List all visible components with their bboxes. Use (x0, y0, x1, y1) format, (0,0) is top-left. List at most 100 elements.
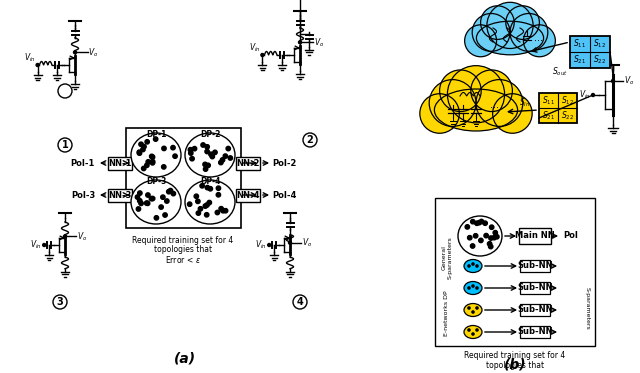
FancyBboxPatch shape (520, 282, 550, 294)
Text: $S_{12}$: $S_{12}$ (561, 94, 574, 107)
Text: Required training set for 4: Required training set for 4 (465, 351, 566, 360)
Ellipse shape (506, 6, 540, 40)
Text: S-parameters: S-parameters (584, 286, 589, 329)
Circle shape (468, 235, 472, 240)
Text: $V_{in}$: $V_{in}$ (255, 239, 268, 251)
Text: Sub-NN: Sub-NN (517, 283, 553, 292)
Circle shape (204, 167, 208, 171)
Circle shape (145, 201, 150, 206)
Circle shape (484, 233, 488, 238)
Ellipse shape (464, 282, 482, 295)
Text: $S_{12}$: $S_{12}$ (593, 38, 607, 50)
Circle shape (205, 185, 210, 190)
Text: $S_{22}$: $S_{22}$ (593, 54, 607, 66)
Text: $V_o$: $V_o$ (77, 230, 87, 243)
Circle shape (171, 145, 175, 150)
Text: 3: 3 (56, 297, 63, 307)
Text: Main NN: Main NN (515, 232, 555, 241)
Circle shape (200, 184, 204, 188)
FancyBboxPatch shape (520, 326, 550, 338)
Text: DP-4: DP-4 (200, 177, 220, 186)
Circle shape (465, 225, 470, 229)
Text: 1: 1 (61, 140, 68, 150)
Circle shape (189, 151, 193, 155)
Ellipse shape (471, 70, 513, 112)
Circle shape (171, 191, 175, 196)
Text: E-networks DP: E-networks DP (445, 290, 449, 336)
Ellipse shape (472, 13, 510, 51)
FancyBboxPatch shape (125, 128, 241, 228)
Circle shape (142, 144, 146, 149)
Text: $V_o$: $V_o$ (301, 236, 312, 249)
Text: DP-2: DP-2 (200, 130, 220, 139)
Circle shape (220, 158, 225, 162)
Text: $S_{21}$: $S_{21}$ (573, 54, 586, 66)
Text: $V_{in}$: $V_{in}$ (249, 41, 260, 54)
Circle shape (489, 236, 493, 240)
Circle shape (196, 199, 200, 204)
Circle shape (150, 155, 155, 159)
Circle shape (163, 213, 167, 217)
Circle shape (138, 191, 142, 195)
Circle shape (261, 53, 264, 56)
Text: (b): (b) (504, 358, 526, 372)
Circle shape (205, 213, 209, 217)
Circle shape (150, 196, 155, 201)
Circle shape (201, 143, 205, 147)
FancyBboxPatch shape (520, 304, 550, 316)
Text: General
S-parameters: General S-parameters (442, 236, 452, 279)
Ellipse shape (131, 133, 181, 177)
Circle shape (470, 244, 475, 248)
Circle shape (467, 286, 471, 290)
Circle shape (221, 209, 225, 213)
Circle shape (289, 241, 291, 244)
Circle shape (216, 192, 221, 197)
Text: Sub-NN: Sub-NN (517, 305, 553, 314)
Circle shape (150, 159, 155, 164)
Circle shape (137, 150, 141, 154)
Text: 4: 4 (296, 297, 303, 307)
Text: $V_{in}$: $V_{in}$ (24, 51, 36, 64)
Circle shape (192, 147, 196, 151)
Circle shape (138, 198, 142, 203)
Circle shape (188, 147, 193, 152)
Circle shape (190, 157, 195, 161)
Circle shape (196, 211, 200, 215)
Circle shape (164, 199, 169, 203)
FancyBboxPatch shape (108, 157, 132, 169)
Circle shape (210, 154, 214, 159)
Circle shape (488, 242, 492, 246)
Circle shape (471, 332, 475, 336)
Circle shape (145, 163, 149, 167)
Text: $S_{11}$: $S_{11}$ (542, 94, 555, 107)
Text: $V_o$: $V_o$ (88, 46, 99, 59)
Circle shape (154, 137, 158, 141)
Circle shape (488, 244, 493, 249)
Circle shape (467, 264, 471, 268)
Text: Pol: Pol (563, 232, 578, 241)
Circle shape (223, 209, 228, 213)
Text: NN-3: NN-3 (108, 191, 132, 200)
Circle shape (161, 195, 165, 200)
Circle shape (159, 205, 163, 209)
Ellipse shape (429, 79, 476, 126)
FancyBboxPatch shape (570, 36, 610, 68)
Circle shape (298, 41, 301, 44)
Circle shape (228, 156, 232, 160)
Circle shape (145, 201, 149, 205)
Text: Error < $\varepsilon$: Error < $\varepsilon$ (165, 254, 201, 265)
Text: Required training set for 4: Required training set for 4 (132, 236, 234, 245)
Ellipse shape (131, 180, 181, 224)
Circle shape (219, 160, 223, 165)
FancyBboxPatch shape (108, 188, 132, 201)
Ellipse shape (447, 66, 504, 123)
Circle shape (467, 306, 471, 310)
Text: $V_o$: $V_o$ (314, 36, 324, 48)
Circle shape (467, 328, 471, 332)
Ellipse shape (510, 13, 548, 51)
Ellipse shape (524, 25, 556, 57)
Circle shape (188, 202, 192, 206)
Ellipse shape (493, 94, 532, 133)
Circle shape (209, 152, 213, 156)
Text: Error < $\varepsilon$: Error < $\varepsilon$ (497, 371, 533, 373)
